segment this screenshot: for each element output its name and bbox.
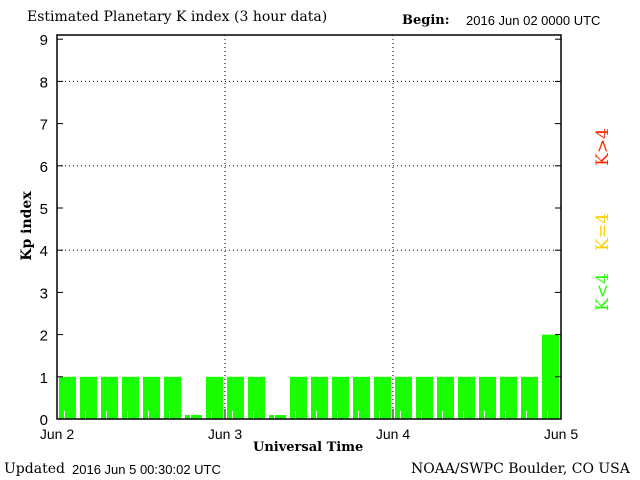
- kp-bar: [227, 376, 244, 419]
- kp-bar: [332, 376, 349, 419]
- x-axis-label: Universal Time: [253, 440, 364, 455]
- kp-bar: [122, 376, 139, 419]
- kp-bar: [353, 376, 370, 419]
- kp-bar: [416, 376, 433, 419]
- y-tick-label: 8: [40, 74, 48, 91]
- kp-bar: [290, 376, 307, 419]
- y-tick-label: 9: [40, 32, 48, 49]
- kp-bar: [248, 376, 265, 419]
- x-tick-label: Jun 5: [544, 426, 578, 442]
- source-credit: NOAA/SWPC Boulder, CO USA: [411, 461, 630, 477]
- kp-bar: [80, 376, 97, 419]
- y-tick-label: 5: [40, 201, 48, 218]
- begin-value: 2016 Jun 02 0000 UTC: [466, 13, 601, 28]
- kp-bar: [164, 376, 181, 419]
- updated-value: 2016 Jun 5 00:30:02 UTC: [72, 462, 221, 477]
- legend-item: K=4: [593, 213, 613, 251]
- y-tick-label: 6: [40, 159, 48, 176]
- legend-item: K>4: [593, 128, 613, 166]
- kp-bar: [395, 376, 412, 419]
- updated-label: Updated: [4, 461, 65, 477]
- kp-bar: [206, 376, 223, 419]
- kp-bar: [479, 376, 496, 419]
- x-tick-label: Jun 3: [208, 426, 242, 442]
- y-axis-label: Kp index: [19, 191, 35, 261]
- kp-bar: [311, 376, 328, 419]
- kp-bar: [185, 415, 202, 419]
- x-tick-label: Jun 2: [40, 426, 74, 442]
- kp-bar: [374, 376, 391, 419]
- kp-bar: [437, 376, 454, 419]
- x-tick-label: Jun 4: [376, 426, 410, 442]
- begin-label: Begin:: [402, 13, 450, 28]
- kp-bar: [59, 376, 76, 419]
- kp-bar: [269, 415, 286, 419]
- legend-item: K<4: [593, 273, 613, 311]
- y-tick-label: 0: [40, 412, 48, 429]
- y-tick-label: 4: [40, 243, 48, 260]
- chart-title: Estimated Planetary K index (3 hour data…: [27, 9, 328, 25]
- kp-bar: [143, 376, 160, 419]
- kp-bar: [458, 376, 475, 419]
- kp-bar: [542, 334, 559, 419]
- kp-bar: [500, 376, 517, 419]
- y-tick-label: 7: [40, 117, 48, 134]
- kp-bar: [521, 376, 538, 419]
- kp-bar: [101, 376, 118, 419]
- y-tick-label: 1: [40, 370, 48, 387]
- plot-frame: [56, 34, 562, 420]
- y-tick-label: 3: [40, 285, 48, 302]
- y-tick-label: 2: [40, 328, 48, 345]
